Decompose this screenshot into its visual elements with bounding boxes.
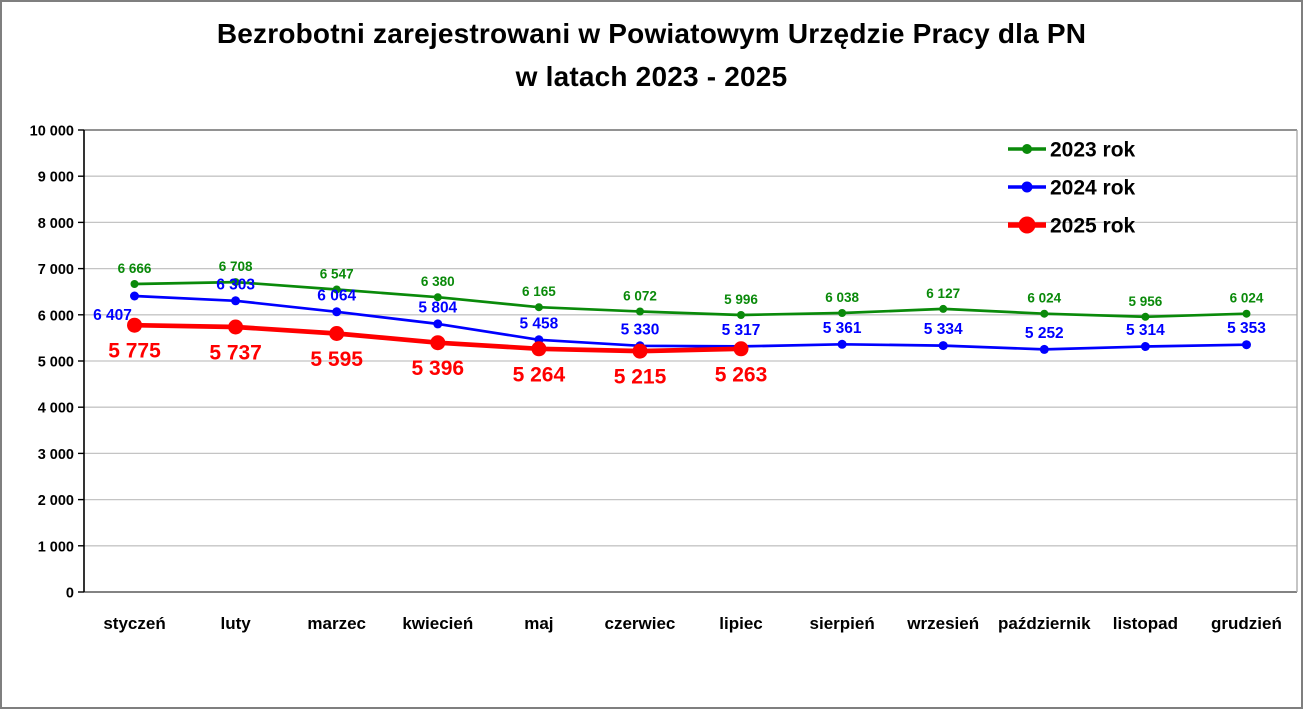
data-label-2023-rok: 6 072 <box>623 289 657 304</box>
legend-item-2023-rok: 2023 rok <box>1008 139 1136 162</box>
x-axis-month-label: październik <box>998 614 1091 633</box>
y-axis-tick-label: 8 000 <box>38 216 74 232</box>
data-label-2023-rok: 6 165 <box>522 284 556 299</box>
data-point-2023-rok <box>838 309 847 317</box>
data-point-2024-rok <box>231 296 241 306</box>
data-point-2025-rok <box>430 335 446 351</box>
legend-label: 2025 rok <box>1050 215 1136 238</box>
data-point-2023-rok <box>130 280 139 288</box>
data-label-2024-rok: 5 330 <box>621 321 660 338</box>
y-axis-tick-label: 2 000 <box>38 493 74 509</box>
data-label-2024-rok: 5 334 <box>924 321 963 338</box>
data-point-2023-rok <box>231 278 240 287</box>
data-label-2023-rok: 6 024 <box>1230 291 1264 306</box>
y-axis-tick-label: 4 000 <box>38 401 74 417</box>
data-point-2025-rok <box>228 319 244 335</box>
data-label-2025-rok: 5 775 <box>108 340 161 363</box>
data-point-2024-rok <box>130 291 139 301</box>
data-point-2024-rok <box>837 339 847 349</box>
x-axis-month-label: marzec <box>307 614 366 633</box>
data-label-2025-rok: 5 263 <box>715 363 768 386</box>
data-point-2023-rok <box>534 303 543 312</box>
data-label-2025-rok: 5 737 <box>209 342 262 365</box>
data-point-2024-rok <box>433 319 443 329</box>
data-point-2025-rok <box>329 326 345 341</box>
data-label-2025-rok: 5 595 <box>310 348 363 371</box>
series-line-2024-rok <box>133 294 1248 351</box>
legend-label: 2024 rok <box>1050 177 1136 200</box>
legend-marker-swatch <box>1022 144 1032 154</box>
data-label-2023-rok: 5 956 <box>1129 294 1163 309</box>
legend-item-2024-rok: 2024 rok <box>1008 177 1136 200</box>
data-label-2024-rok: 6 407 <box>93 307 132 324</box>
legend-marker-swatch <box>1021 181 1033 193</box>
data-point-2023-rok <box>636 307 644 316</box>
data-point-2023-rok <box>737 311 745 319</box>
data-label-2024-rok: 5 314 <box>1126 322 1165 339</box>
y-axis-tick-label: 6 000 <box>38 308 74 324</box>
data-point-2024-rok <box>1242 340 1251 350</box>
y-axis-tick-label: 10 000 <box>30 124 74 140</box>
x-axis-month-label: maj <box>524 614 553 633</box>
data-label-2023-rok: 6 708 <box>219 259 253 274</box>
data-point-2023-rok <box>332 285 341 294</box>
data-point-2024-rok <box>1140 342 1150 351</box>
data-point-2023-rok <box>1141 312 1150 321</box>
chart-title-line2: w latach 2023 - 2025 <box>515 61 788 92</box>
y-axis-tick-label: 0 <box>66 586 74 602</box>
x-axis-month-label: grudzień <box>1211 614 1282 633</box>
x-axis-month-label: listopad <box>1113 614 1178 633</box>
x-axis-month-label: kwiecień <box>402 614 473 633</box>
data-label-2023-rok: 6 380 <box>421 274 455 289</box>
data-point-2025-rok <box>632 343 648 359</box>
data-point-2023-rok <box>1242 309 1251 318</box>
data-label-2025-rok: 5 396 <box>412 357 465 380</box>
x-axis-month-label: styczeń <box>103 614 165 633</box>
data-label-2024-rok: 6 303 <box>216 276 255 293</box>
data-label-2024-rok: 5 804 <box>418 299 457 316</box>
y-axis-tick-label: 1 000 <box>38 539 74 555</box>
data-label-2023-rok: 6 666 <box>118 261 152 276</box>
legend-item-2025-rok: 2025 rok <box>1008 215 1136 238</box>
data-point-2023-rok <box>939 304 948 313</box>
y-axis-tick-label: 9 000 <box>38 170 74 186</box>
y-axis-tick-label: 7 000 <box>38 262 74 278</box>
data-label-2023-rok: 5 996 <box>724 292 758 307</box>
data-point-2023-rok <box>433 293 442 302</box>
data-label-2024-rok: 5 361 <box>823 320 862 337</box>
x-axis-month-label: sierpień <box>810 614 875 633</box>
data-label-2023-rok: 6 024 <box>1027 291 1061 306</box>
chart-title-line1: Bezrobotni zarejestrowani w Powiatowym U… <box>216 18 1087 49</box>
data-point-2024-rok <box>1039 344 1049 354</box>
data-point-2025-rok <box>127 317 142 333</box>
legend-marker-swatch <box>1018 216 1036 234</box>
data-label-2024-rok: 5 458 <box>520 315 559 332</box>
data-label-2023-rok: 6 547 <box>320 267 354 282</box>
legend-label: 2023 rok <box>1050 139 1136 162</box>
data-point-2024-rok <box>332 307 342 317</box>
y-axis-tick-label: 5 000 <box>38 355 74 371</box>
data-label-2024-rok: 6 064 <box>317 287 356 304</box>
data-point-2025-rok <box>733 341 749 357</box>
data-label-2023-rok: 6 127 <box>926 286 960 301</box>
data-label-2023-rok: 6 038 <box>825 290 859 305</box>
x-axis-month-label: wrzesień <box>906 614 979 633</box>
data-label-2025-rok: 5 264 <box>513 363 566 386</box>
data-point-2023-rok <box>1040 309 1049 318</box>
data-label-2025-rok: 5 215 <box>614 366 667 389</box>
x-axis-month-label: lipiec <box>719 614 762 633</box>
series-line-2023-rok <box>133 280 1248 319</box>
chart-title: Bezrobotni zarejestrowani w Powiatowym U… <box>2 12 1301 98</box>
x-axis-month-label: luty <box>221 614 252 633</box>
data-label-2024-rok: 5 252 <box>1025 325 1064 342</box>
data-label-2024-rok: 5 353 <box>1227 320 1266 337</box>
data-point-2025-rok <box>531 341 547 357</box>
data-point-2024-rok <box>938 341 948 351</box>
y-axis-tick-label: 3 000 <box>38 447 74 463</box>
data-label-2024-rok: 5 317 <box>722 322 761 339</box>
x-axis-month-label: czerwiec <box>605 614 676 633</box>
